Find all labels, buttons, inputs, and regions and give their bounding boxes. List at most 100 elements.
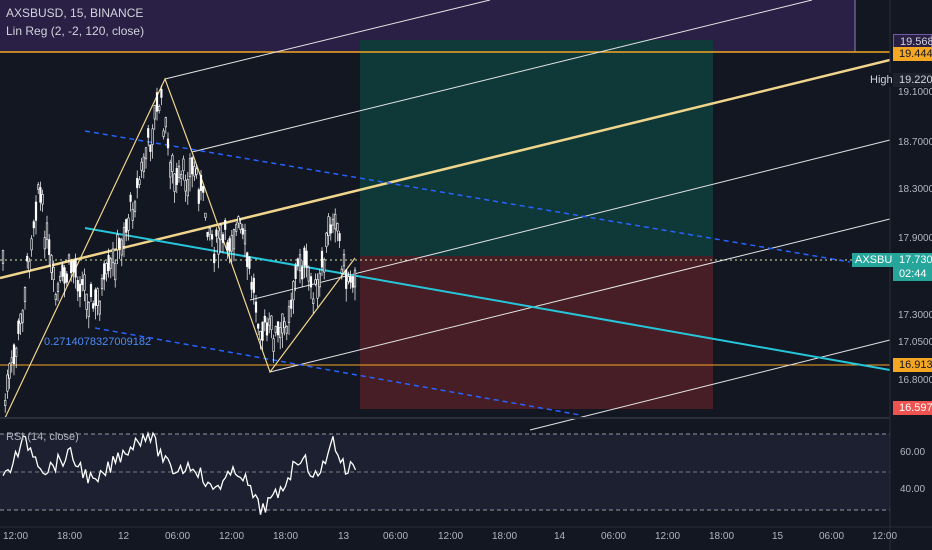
upper-line-tag: 19.4448 bbox=[893, 47, 932, 61]
candle-body bbox=[48, 239, 51, 256]
indicator-legend[interactable]: Lin Reg (2, -2, 120, close) bbox=[6, 24, 145, 38]
candle-body bbox=[184, 179, 187, 192]
candle-body bbox=[237, 216, 240, 224]
high-value-tag: 19.2207 bbox=[893, 73, 932, 87]
candle-body bbox=[67, 254, 71, 261]
candle-body bbox=[301, 266, 304, 280]
candle-body bbox=[153, 105, 156, 120]
candle-body bbox=[270, 315, 273, 331]
candle-body bbox=[274, 326, 277, 333]
candle-body bbox=[37, 184, 40, 190]
price-tick: 17.3000 bbox=[898, 310, 932, 321]
candle-body bbox=[265, 322, 269, 336]
rsi-line bbox=[2, 431, 357, 515]
profit-zone bbox=[360, 40, 713, 256]
candle-body bbox=[314, 279, 317, 285]
price-tick: 17.9000 bbox=[898, 233, 932, 244]
candle-body bbox=[175, 168, 178, 185]
candle-body bbox=[166, 138, 170, 149]
candle-body bbox=[305, 250, 308, 268]
candle-body bbox=[81, 279, 84, 285]
candle-body bbox=[169, 162, 172, 178]
time-tick: 06:00 bbox=[819, 531, 845, 542]
candle-body bbox=[351, 276, 354, 288]
candle-body bbox=[173, 173, 176, 192]
candle-body bbox=[338, 233, 341, 242]
candle-body bbox=[41, 194, 44, 205]
candle-body bbox=[164, 117, 167, 128]
candle-body bbox=[347, 276, 350, 282]
candle-body bbox=[329, 224, 332, 234]
candle-body bbox=[43, 237, 46, 250]
candle-body bbox=[307, 267, 310, 282]
candle-body bbox=[259, 331, 262, 340]
candle-body bbox=[149, 144, 152, 152]
yellow-trend-line bbox=[0, 58, 891, 280]
candle-body bbox=[180, 174, 183, 179]
candle-body bbox=[147, 128, 150, 138]
candle-body bbox=[287, 306, 291, 323]
candle-body bbox=[105, 263, 108, 275]
time-tick: 06:00 bbox=[383, 531, 409, 542]
candle-body bbox=[28, 261, 31, 271]
candle-body bbox=[186, 179, 189, 197]
candle-body bbox=[83, 274, 86, 291]
candle-body bbox=[65, 273, 68, 283]
candle-body bbox=[219, 224, 222, 241]
candle-body bbox=[45, 222, 49, 240]
rsi-legend[interactable]: RSI (14, close) bbox=[6, 431, 79, 443]
candle-body bbox=[281, 313, 284, 334]
rsi-tick: 40.00 bbox=[900, 484, 926, 495]
candle-body bbox=[74, 258, 77, 278]
candle-body bbox=[19, 313, 22, 324]
candle-body bbox=[199, 174, 203, 191]
candle-body bbox=[252, 277, 255, 293]
candle-body bbox=[96, 288, 99, 306]
candle-body bbox=[125, 219, 128, 233]
candle-body bbox=[144, 147, 148, 160]
candle-body bbox=[241, 228, 244, 235]
candle-body bbox=[138, 179, 141, 185]
candlestick-series bbox=[1, 85, 357, 413]
time-tick: 18:00 bbox=[709, 531, 735, 542]
candle-body bbox=[6, 374, 9, 392]
symbol-legend[interactable]: AXSBUSD, 15, BINANCE bbox=[6, 6, 144, 20]
candle-body bbox=[340, 268, 343, 274]
candle-body bbox=[226, 242, 229, 251]
candle-body bbox=[94, 289, 97, 306]
candle-body bbox=[349, 276, 352, 283]
zigzag-pattern bbox=[4, 77, 356, 419]
time-tick: 12:00 bbox=[438, 531, 464, 542]
candle-body bbox=[188, 158, 192, 178]
candle-body bbox=[204, 212, 207, 218]
candle-body bbox=[133, 201, 137, 212]
candle-body bbox=[285, 326, 288, 334]
candle-body bbox=[52, 266, 55, 281]
candle-body bbox=[342, 254, 346, 267]
candle-body bbox=[92, 303, 95, 309]
candle-body bbox=[26, 255, 29, 262]
candle-body bbox=[316, 279, 319, 299]
time-tick: 18:00 bbox=[492, 531, 518, 542]
time-tick: 12:00 bbox=[3, 531, 29, 542]
candle-body bbox=[158, 105, 161, 111]
candle-body bbox=[257, 323, 260, 329]
candle-body bbox=[206, 231, 209, 237]
candle-body bbox=[78, 283, 82, 297]
candle-body bbox=[63, 267, 66, 284]
candle-body bbox=[10, 357, 13, 364]
candle-body bbox=[228, 238, 231, 252]
lin-reg-upper bbox=[84, 130, 851, 263]
candle-body bbox=[136, 177, 139, 189]
stop-tag: 16.5973 bbox=[893, 401, 932, 415]
candle-body bbox=[39, 187, 42, 203]
candle-body bbox=[59, 275, 62, 281]
candle-body bbox=[171, 155, 174, 172]
lin-reg-lower bbox=[94, 327, 581, 416]
candle-body bbox=[100, 278, 104, 290]
candle-body bbox=[72, 260, 75, 272]
candle-body bbox=[4, 400, 7, 407]
candle-body bbox=[232, 229, 236, 250]
